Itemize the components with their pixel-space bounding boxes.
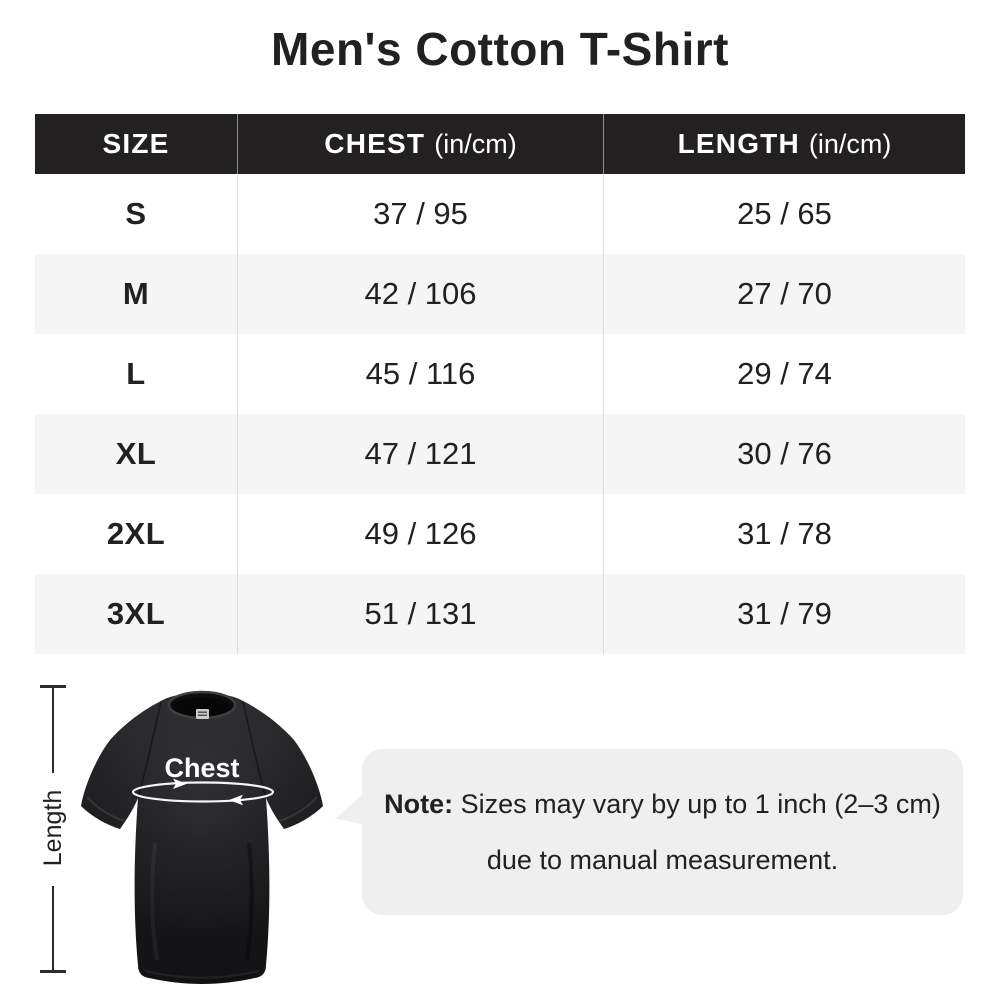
chest-cell: 42 / 106 — [237, 254, 603, 334]
chest-cell: 37 / 95 — [237, 174, 603, 254]
length-measure-line — [52, 685, 54, 773]
chest-cell: 51 / 131 — [237, 574, 603, 654]
length-cell: 30 / 76 — [603, 414, 965, 494]
note-text-1: Sizes may vary by up to 1 inch (2–3 cm) — [453, 788, 941, 819]
size-cell: 2XL — [106, 516, 166, 551]
chest-cell: 49 / 126 — [237, 494, 603, 574]
chest-cell: 47 / 121 — [237, 414, 603, 494]
note-line-2: due to manual measurement. — [486, 844, 839, 875]
table-header-row: SIZE CHEST (in/cm) LENGTH (in/cm) — [35, 114, 965, 174]
length-measure-bottom-cap — [40, 970, 66, 973]
table-row: 2XL 49 / 126 31 / 78 — [35, 494, 965, 574]
table-row: S 37 / 95 25 / 65 — [35, 174, 965, 254]
length-cell: 31 / 79 — [603, 574, 965, 654]
table-row: M 42 / 106 27 / 70 — [35, 254, 965, 334]
tshirt-image: Chest — [81, 690, 323, 984]
length-cell: 31 / 78 — [603, 494, 965, 574]
chest-measure-arrow — [131, 778, 275, 806]
size-cell: L — [126, 356, 146, 391]
size-cell: M — [122, 276, 150, 311]
header-chest-unit: (in/cm) — [434, 128, 517, 159]
header-length: LENGTH (in/cm) — [603, 114, 965, 174]
table-row: L 45 / 116 29 / 74 — [35, 334, 965, 414]
size-cell: 3XL — [106, 596, 166, 631]
length-measure-line — [52, 886, 54, 972]
table-row: XL 47 / 121 30 / 76 — [35, 414, 965, 494]
size-cell: S — [125, 196, 147, 231]
note-bubble: Note: Sizes may vary by up to 1 inch (2–… — [362, 749, 963, 915]
header-chest-label: CHEST — [324, 128, 426, 159]
chest-cell: 45 / 116 — [237, 334, 603, 414]
length-cell: 29 / 74 — [603, 334, 965, 414]
header-size: SIZE — [35, 114, 237, 174]
header-chest: CHEST (in/cm) — [237, 114, 603, 174]
chest-label: Chest — [164, 753, 239, 783]
header-size-label: SIZE — [102, 128, 170, 159]
collar-tag — [196, 709, 209, 719]
note-line-1: Note: Sizes may vary by up to 1 inch (2–… — [384, 789, 941, 820]
length-cell: 25 / 65 — [603, 174, 965, 254]
note-prefix: Note: — [384, 788, 454, 819]
table-row: 3XL 51 / 131 31 / 79 — [35, 574, 965, 654]
length-cell: 27 / 70 — [603, 254, 965, 334]
header-length-label: LENGTH — [677, 128, 800, 159]
header-length-unit: (in/cm) — [808, 128, 892, 159]
size-cell: XL — [115, 436, 157, 471]
tshirt-silhouette — [81, 693, 323, 984]
tshirt-collar — [167, 690, 237, 720]
page-title: Men's Cotton T-Shirt — [271, 23, 729, 75]
size-chart-table: SIZE CHEST (in/cm) LENGTH (in/cm) S 37 /… — [35, 114, 965, 654]
